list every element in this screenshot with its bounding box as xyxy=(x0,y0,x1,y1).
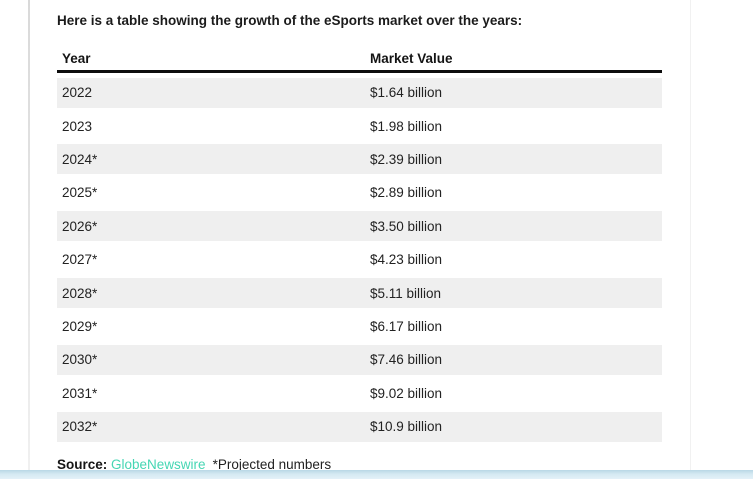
year-cell: 2026* xyxy=(62,218,98,234)
content-right-edge xyxy=(690,0,691,471)
table-row: 2024* $2.39 billion xyxy=(57,142,662,177)
market-value-cell: $4.23 billion xyxy=(370,252,443,268)
table-row: 2029* $6.17 billion xyxy=(57,310,662,343)
year-cell: 2032* xyxy=(62,419,98,435)
year-cell: 2024* xyxy=(62,151,98,167)
market-value-cell: $3.50 billion xyxy=(370,218,443,234)
market-value-cell: $10.9 billion xyxy=(370,419,443,435)
table-row: 2025* $2.89 billion xyxy=(57,176,662,209)
year-cell: 2023 xyxy=(62,118,93,134)
year-cell: 2028* xyxy=(62,285,98,301)
year-cell: 2025* xyxy=(62,185,98,201)
market-value-cell: $1.64 billion xyxy=(370,85,443,101)
table-body: 2022 $1.64 billion 2023 $1.98 billion 2024* $… xyxy=(57,73,662,444)
market-value-cell: $7.46 billion xyxy=(370,352,443,368)
table-row: 2026* $3.50 billion xyxy=(57,209,662,243)
market-value-cell: $2.39 billion xyxy=(370,151,443,167)
esports-market-table: Year Market Value 2022 $1.64 billion 2023 $… xyxy=(57,47,662,444)
bottom-window-edge xyxy=(0,470,753,479)
market-value-cell: $9.02 billion xyxy=(370,385,443,401)
table-row: 2023 $1.98 billion xyxy=(57,109,662,142)
market-value-cell: $2.89 billion xyxy=(370,185,443,201)
column-header-year: Year xyxy=(62,51,91,66)
column-header-market-value: Market Value xyxy=(370,51,453,66)
market-value-cell: $1.98 billion xyxy=(370,118,443,134)
table-row: 2032* $10.9 billion xyxy=(57,409,662,444)
source-line: Source: GlobeNewswire *Projected numbers xyxy=(57,456,662,474)
year-cell: 2030* xyxy=(62,352,98,368)
market-value-cell: $6.17 billion xyxy=(370,318,443,334)
table-row: 2027* $4.23 billion xyxy=(57,243,662,276)
table-row: 2028* $5.11 billion xyxy=(57,276,662,310)
table-row: 2030* $7.46 billion xyxy=(57,343,662,377)
projected-numbers-note: *Projected numbers xyxy=(212,457,332,473)
table-row: 2022 $1.64 billion xyxy=(57,76,662,110)
table-row: 2031* $9.02 billion xyxy=(57,377,662,410)
intro-text: Here is a table showing the growth of th… xyxy=(57,13,523,28)
year-cell: 2031* xyxy=(62,385,98,401)
year-cell: 2029* xyxy=(62,318,98,334)
window-left-edge xyxy=(28,0,30,471)
table-header-row: Year Market Value xyxy=(57,47,662,73)
year-cell: 2022 xyxy=(62,85,93,101)
year-cell: 2027* xyxy=(62,252,98,268)
market-value-cell: $5.11 billion xyxy=(370,285,442,301)
globenewswire-link[interactable]: GlobeNewswire xyxy=(111,457,206,473)
article-content: Here is a table showing the growth of th… xyxy=(57,12,662,474)
source-label: Source: xyxy=(57,457,108,473)
